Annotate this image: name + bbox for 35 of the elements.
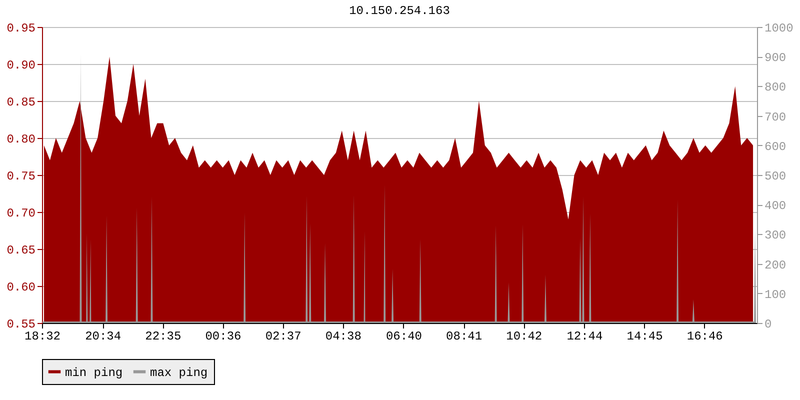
- x-tick-label: 22:35: [145, 330, 182, 344]
- y-tick-label: 0.70: [6, 206, 36, 220]
- x-tick-label: 04:38: [325, 330, 362, 344]
- x-tick-label: 00:36: [205, 330, 242, 344]
- y2-tick-label: 600: [764, 140, 786, 154]
- y-tick-label: 0.75: [6, 170, 36, 184]
- y-tick-label: 0.60: [6, 280, 36, 294]
- y-tick-label: 0.95: [6, 22, 36, 36]
- y-tick-label: 0.65: [6, 244, 36, 258]
- x-tick-label: 10:42: [506, 330, 542, 344]
- x-tick-label: 06:40: [386, 330, 422, 344]
- y-tick-label: 0.55: [6, 318, 36, 332]
- x-tick-label: 08:41: [446, 330, 482, 344]
- y-tick-label: 0.80: [6, 132, 36, 146]
- y2-tick-label: 300: [764, 228, 786, 243]
- y2-tick-label: 0: [764, 318, 772, 332]
- x-tick-label: 18:32: [24, 330, 61, 344]
- legend-label: min ping: [65, 366, 123, 380]
- y2-tick-label: 200: [764, 258, 786, 272]
- y2-tick-label: 700: [764, 110, 786, 124]
- y2-tick-label: 100: [764, 288, 786, 302]
- y-tick-label: 0.85: [6, 96, 36, 110]
- y2-tick-label: 1000: [764, 22, 794, 36]
- y2-tick-label: 900: [764, 51, 786, 66]
- x-tick-label: 16:46: [686, 330, 723, 344]
- y2-tick-label: 400: [764, 199, 786, 214]
- y2-tick-label: 800: [764, 80, 786, 95]
- x-tick-label: 20:34: [85, 330, 122, 344]
- x-tick-label: 14:45: [626, 330, 663, 344]
- y-tick-label: 0.90: [6, 58, 36, 72]
- x-tick-label: 02:37: [265, 330, 302, 344]
- y2-tick-label: 500: [764, 170, 786, 184]
- chart-title: 10.150.254.163: [349, 4, 450, 18]
- x-tick-label: 12:44: [566, 330, 603, 344]
- legend-label: max ping: [150, 366, 208, 380]
